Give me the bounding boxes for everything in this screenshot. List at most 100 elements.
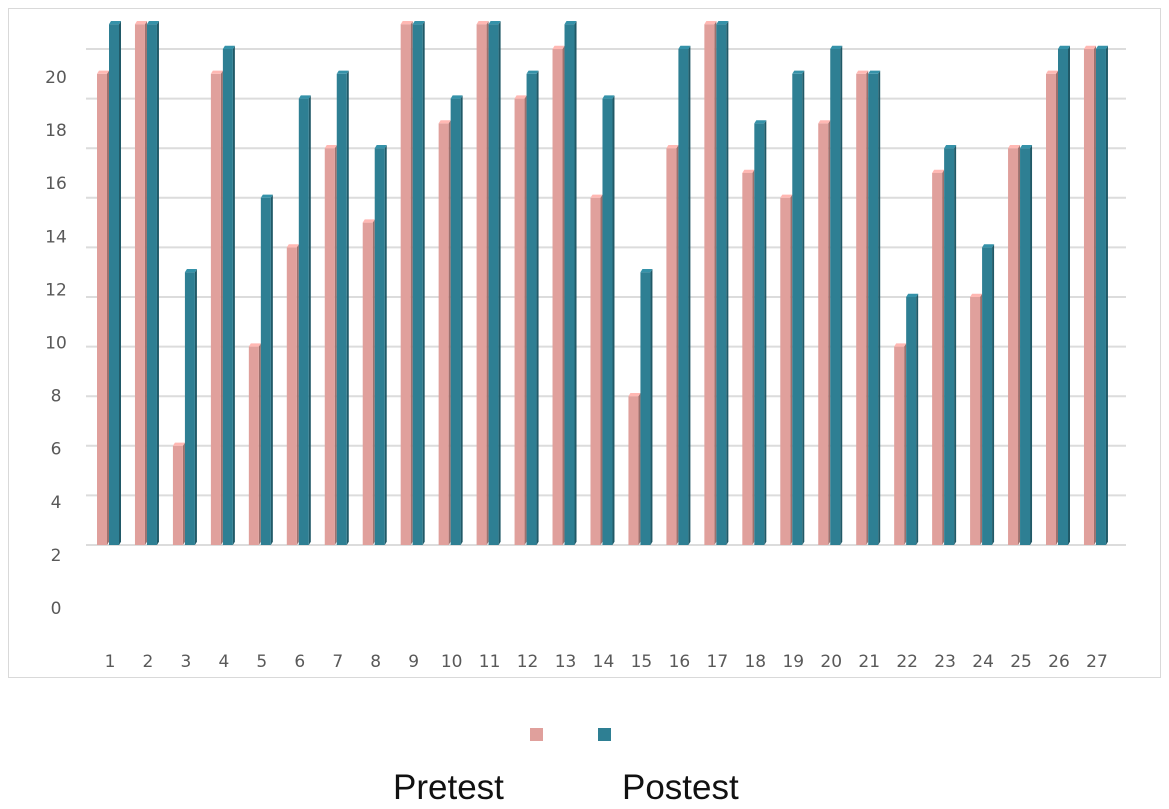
bar-side — [688, 45, 691, 546]
bar-top — [1020, 145, 1033, 149]
bar-pretest-16 — [666, 145, 679, 545]
bar-top — [704, 21, 717, 25]
bar-postest-26 — [1058, 45, 1070, 546]
bar-front — [780, 197, 791, 546]
bar-side — [308, 95, 311, 546]
bar-top — [1008, 145, 1021, 149]
bar-front — [134, 24, 145, 545]
bar-pretest-23 — [932, 169, 945, 546]
bar-front — [1008, 148, 1019, 545]
bar-side — [714, 21, 717, 545]
bar-top — [602, 95, 615, 99]
bar-front — [248, 346, 259, 545]
x-tick-label: 27 — [1086, 652, 1108, 672]
bar-pretest-7 — [324, 145, 337, 545]
bar-top — [716, 21, 729, 25]
bar-postest-9 — [412, 21, 425, 545]
bar-top — [362, 219, 375, 223]
bar-side — [524, 95, 527, 546]
bar-front — [488, 24, 499, 545]
x-tick-label: 7 — [332, 652, 343, 672]
x-tick-label: 26 — [1048, 652, 1070, 672]
bar-top — [628, 393, 641, 397]
bar-front — [184, 272, 195, 545]
bar-front — [412, 24, 423, 545]
bars — [97, 21, 1108, 546]
bar-front — [830, 49, 841, 545]
y-axis-ticks: 0 2 4 6 8 10 12 14 16 18 20 — [45, 68, 67, 619]
bar-top — [1058, 45, 1070, 49]
x-tick-label: 10 — [441, 652, 463, 672]
bar-front — [298, 98, 309, 545]
legend-label-postest: Postest — [622, 768, 739, 807]
bar-side — [498, 21, 501, 545]
x-tick-label: 4 — [218, 652, 229, 672]
x-tick-label: 11 — [479, 652, 501, 672]
bar-top — [564, 21, 577, 25]
bar-pretest-22 — [894, 343, 907, 545]
bar-front — [324, 148, 335, 545]
bar-postest-13 — [564, 21, 577, 545]
bar-side — [1030, 145, 1033, 545]
bar-postest-5 — [260, 194, 273, 546]
bar-postest-27 — [1095, 45, 1108, 546]
x-tick-label: 21 — [858, 652, 880, 672]
bar-front — [362, 222, 373, 545]
bar-front — [476, 24, 487, 545]
bar-top — [97, 70, 109, 74]
bar-front — [982, 247, 993, 545]
y-tick-label: 12 — [45, 280, 67, 300]
bar-side — [194, 269, 197, 545]
y-tick-label: 16 — [45, 174, 67, 194]
y-tick-label: 14 — [45, 227, 67, 247]
bar-front — [1095, 49, 1106, 545]
bar-top — [1095, 45, 1108, 49]
bar-side — [904, 343, 907, 545]
y-tick-label: 8 — [51, 387, 62, 407]
legend-swatch-pretest — [530, 728, 543, 741]
bar-top — [134, 21, 147, 25]
bar-side — [372, 219, 375, 545]
bar-postest-11 — [488, 21, 501, 545]
bar-pretest-4 — [210, 70, 223, 546]
bar-postest-23 — [944, 145, 957, 545]
bar-side — [448, 120, 451, 545]
bar-top — [742, 169, 755, 173]
bar-side — [536, 70, 539, 545]
bar-front — [742, 173, 753, 545]
bar-front — [336, 73, 347, 546]
bar-side — [752, 169, 755, 546]
bar-front — [970, 297, 981, 545]
bar-side — [612, 95, 615, 546]
bar-postest-6 — [298, 95, 311, 546]
y-tick-label: 10 — [45, 334, 67, 354]
bar-side — [828, 120, 831, 545]
bar-postest-2 — [146, 21, 159, 545]
bar-front — [438, 123, 449, 546]
bar-pretest-10 — [438, 120, 451, 546]
x-axis-ticks: 1 2 3 4 5 6 7 8 9 10 11 12 13 14 15 16 17 18 19 20 21 22 23 24 2… — [105, 652, 1108, 672]
bar-side — [119, 21, 121, 545]
bar-pretest-2 — [134, 21, 147, 545]
bar-postest-22 — [906, 293, 919, 545]
bar-top — [818, 120, 831, 124]
x-tick-label: 20 — [820, 652, 842, 672]
bar-top — [944, 145, 957, 149]
bar-pretest-5 — [248, 343, 261, 545]
bar-side — [144, 21, 147, 545]
bar-front — [172, 445, 183, 545]
bar-front — [146, 24, 157, 545]
bar-postest-18 — [754, 120, 767, 546]
bar-side — [790, 194, 793, 545]
bar-top — [906, 293, 919, 297]
bar-side — [346, 70, 349, 545]
bar-side — [866, 70, 869, 545]
bar-side — [726, 21, 729, 545]
bar-front — [109, 24, 119, 545]
bar-top — [109, 21, 121, 25]
bar-side — [650, 269, 653, 545]
bar-top — [336, 70, 349, 74]
bar-postest-17 — [716, 21, 729, 545]
bar-front — [666, 148, 677, 545]
x-tick-label: 25 — [1010, 652, 1032, 672]
